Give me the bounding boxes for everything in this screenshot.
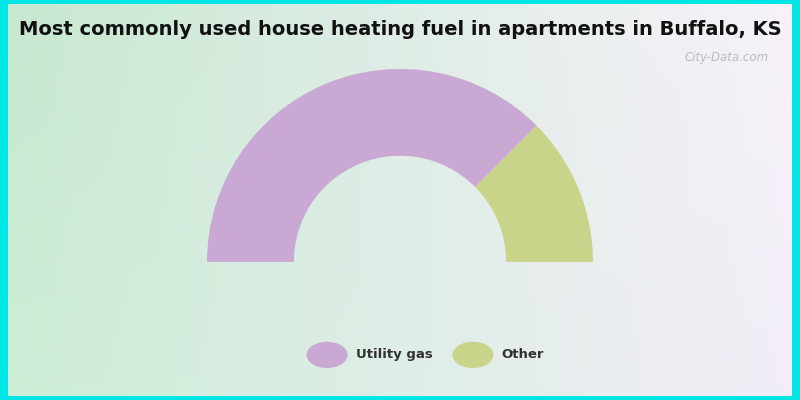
Text: Utility gas: Utility gas [356, 348, 433, 361]
Text: City-Data.com: City-Data.com [684, 51, 769, 64]
Text: Other: Other [502, 348, 544, 361]
Text: Most commonly used house heating fuel in apartments in Buffalo, KS: Most commonly used house heating fuel in… [18, 20, 782, 39]
Circle shape [453, 342, 493, 367]
Circle shape [307, 342, 347, 367]
Wedge shape [475, 126, 593, 262]
Wedge shape [207, 69, 537, 262]
